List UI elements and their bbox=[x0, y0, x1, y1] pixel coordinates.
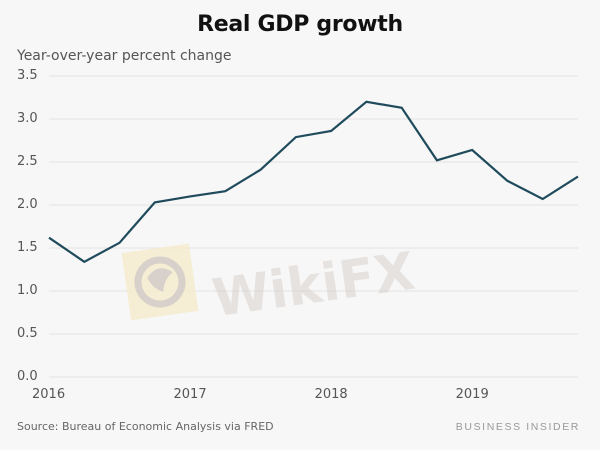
y-tick-label: 1.0 bbox=[17, 283, 38, 298]
y-axis-subtitle: Year-over-year percent change bbox=[17, 48, 232, 64]
watermark: WikiFX bbox=[121, 242, 419, 330]
watermark-text: WikiFX bbox=[209, 242, 419, 330]
gridlines bbox=[49, 75, 578, 378]
x-tick-label: 2016 bbox=[32, 387, 65, 402]
wikifx-logo-icon bbox=[121, 243, 199, 321]
y-tick-label: 3.5 bbox=[17, 68, 38, 83]
y-axis-ticks: 0.0 0.5 1.0 1.5 2.0 2.5 3.0 3.5 bbox=[17, 68, 38, 384]
x-tick-label: 2018 bbox=[315, 387, 348, 402]
publisher-brand: BUSINESS INSIDER bbox=[455, 421, 580, 433]
y-tick-label: 1.5 bbox=[17, 240, 38, 255]
y-tick-label: 0.0 bbox=[17, 369, 38, 384]
series bbox=[48, 100, 579, 264]
x-tick-label: 2017 bbox=[174, 387, 207, 402]
y-tick-label: 3.0 bbox=[17, 111, 38, 126]
y-tick-label: 2.0 bbox=[17, 197, 38, 212]
chart-title: Real GDP growth bbox=[197, 12, 403, 37]
x-axis-ticks: 2016 2017 2018 2019 bbox=[32, 387, 489, 402]
source-note: Source: Bureau of Economic Analysis via … bbox=[17, 420, 274, 433]
series-line-gdp-growth bbox=[48, 100, 579, 264]
y-tick-label: 0.5 bbox=[17, 326, 38, 341]
x-tick-label: 2019 bbox=[456, 387, 489, 402]
y-tick-label: 2.5 bbox=[17, 154, 38, 169]
